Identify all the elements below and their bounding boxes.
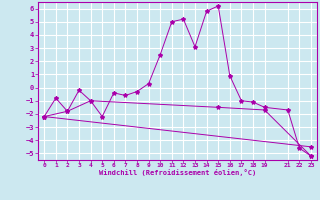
X-axis label: Windchill (Refroidissement éolien,°C): Windchill (Refroidissement éolien,°C) xyxy=(99,169,256,176)
